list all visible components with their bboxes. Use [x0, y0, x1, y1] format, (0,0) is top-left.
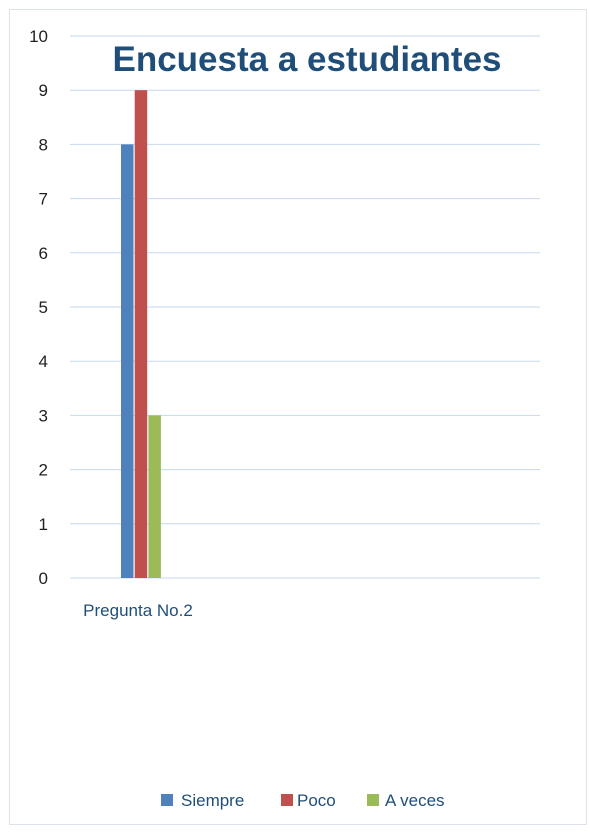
chart-title: Encuesta a estudiantes [112, 40, 501, 79]
y-axis-tick-labels: 0 1 2 3 4 5 6 7 8 9 10 [29, 27, 48, 588]
gridlines [70, 35, 540, 579]
y-tick-label: 3 [39, 406, 48, 425]
bar-a-veces [148, 415, 161, 578]
y-tick-label: 1 [39, 515, 48, 534]
y-tick-label: 10 [29, 27, 48, 46]
bar-poco [134, 90, 148, 578]
bar-siempre [121, 144, 134, 578]
legend: Siempre Poco A veces [161, 791, 445, 810]
legend-swatch [161, 794, 173, 806]
y-tick-label: 5 [39, 298, 48, 317]
y-tick-label: 8 [39, 135, 48, 154]
legend-label: Poco [297, 791, 336, 810]
y-tick-label: 0 [39, 569, 48, 588]
category-label: Pregunta No.2 [83, 601, 193, 620]
y-tick-label: 7 [39, 190, 48, 209]
y-tick-label: 9 [39, 81, 48, 100]
chart-frame [9, 9, 587, 825]
y-tick-label: 6 [39, 244, 48, 263]
y-tick-label: 4 [39, 352, 48, 371]
legend-swatch [367, 794, 379, 806]
bars [121, 90, 161, 578]
legend-swatch [281, 794, 293, 806]
y-tick-label: 2 [39, 461, 48, 480]
legend-label: A veces [385, 791, 445, 810]
legend-label: Siempre [181, 791, 244, 810]
